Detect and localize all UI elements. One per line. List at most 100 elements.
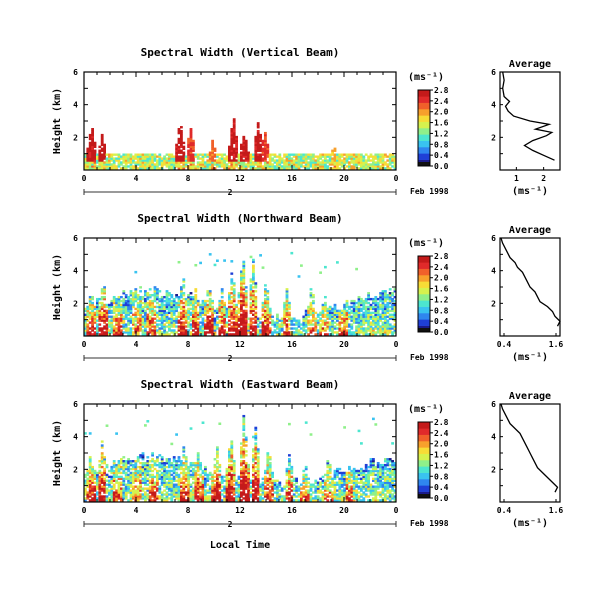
heatmap-cell	[244, 481, 248, 484]
heatmap-cell	[182, 487, 186, 490]
heatmap-cell	[300, 499, 303, 502]
heatmap-cell	[120, 475, 123, 479]
heatmap-cell	[156, 497, 159, 500]
heatmap-cell	[314, 323, 318, 326]
heatmap-cell	[84, 329, 87, 332]
heatmap-cell	[208, 331, 212, 334]
heatmap-cell	[280, 321, 284, 324]
heatmap-cell	[391, 309, 394, 313]
x-tick-label: 0	[82, 174, 87, 183]
heatmap-cell	[120, 458, 123, 461]
heatmap-cell	[357, 331, 361, 334]
heatmap-cell	[360, 303, 363, 307]
heatmap-cell	[151, 473, 154, 477]
heatmap-cell	[172, 301, 176, 305]
heatmap-cell	[204, 299, 207, 303]
heatmap-cell	[192, 297, 195, 301]
heatmap-cell	[151, 165, 154, 168]
heatmap-cell	[247, 329, 250, 332]
heatmap-cell	[247, 155, 250, 158]
heatmap-cell	[300, 155, 303, 158]
heatmap-cell	[360, 159, 363, 162]
heatmap-cell	[117, 321, 121, 324]
heatmap-cell	[360, 317, 363, 320]
heatmap-cell	[86, 497, 90, 500]
heatmap-cell	[391, 165, 394, 168]
heatmap-cell	[88, 161, 92, 164]
heatmap-cell	[223, 329, 226, 332]
heatmap-cell	[180, 143, 183, 147]
heatmap-cell	[388, 155, 392, 158]
heatmap-cell	[177, 315, 181, 318]
heatmap-cell	[91, 467, 94, 471]
heatmap-cell	[314, 167, 318, 170]
heatmap-cell	[168, 163, 171, 166]
heatmap-cell	[136, 295, 140, 299]
heatmap-cell	[192, 489, 195, 492]
heatmap-cell	[266, 305, 270, 309]
heatmap-cell	[105, 499, 109, 502]
heatmap-cell	[177, 477, 181, 481]
heatmap-cell	[91, 479, 94, 482]
heatmap-cell	[139, 487, 142, 490]
heatmap-cell	[194, 479, 198, 482]
heatmap-cell	[110, 471, 114, 475]
heatmap-cell	[163, 323, 166, 326]
heatmap-cell	[355, 165, 358, 168]
heatmap-cell	[244, 450, 248, 453]
heatmap-cell	[165, 321, 169, 324]
heatmap-cell	[192, 461, 195, 465]
heatmap-cell	[350, 157, 354, 160]
heatmap-cell	[112, 499, 116, 502]
heatmap-cell	[160, 307, 164, 311]
heatmap-cell	[302, 495, 306, 498]
heatmap-cell	[192, 493, 195, 496]
heatmap-cell	[324, 327, 327, 330]
heatmap-cell	[357, 315, 361, 318]
heatmap-cell	[381, 294, 385, 297]
heatmap-cell	[180, 461, 183, 465]
heatmap-cell	[122, 460, 126, 463]
heatmap-cell	[175, 325, 178, 328]
heatmap-cell	[91, 475, 94, 479]
heatmap-cell	[184, 157, 188, 160]
heatmap-cell	[230, 333, 234, 336]
heatmap-cell	[266, 465, 270, 469]
heatmap-cell	[144, 487, 147, 490]
heatmap-cell	[192, 147, 195, 150]
heatmap-cell	[297, 159, 301, 162]
heatmap-cell	[132, 323, 135, 326]
heatmap-cell	[153, 327, 157, 330]
heatmap-cell	[196, 467, 200, 471]
heatmap-cell	[144, 327, 147, 330]
heatmap-cell	[292, 323, 296, 326]
heatmap-cell	[261, 483, 265, 486]
heatmap-cell	[228, 295, 231, 299]
heatmap-cell	[240, 295, 243, 299]
heatmap-cell	[247, 473, 250, 477]
heatmap-cell	[213, 471, 217, 475]
heatmap-cell	[199, 481, 202, 484]
heatmap-cell	[175, 309, 178, 313]
heatmap-cell	[266, 153, 270, 156]
heatmap-cell	[151, 495, 154, 498]
heatmap-cell	[117, 461, 121, 465]
heatmap-cell	[103, 499, 106, 502]
heatmap-cell	[172, 467, 176, 471]
avg-y-tick-label: 2	[491, 299, 496, 308]
heatmap-cell	[288, 493, 291, 496]
heatmap-cell	[256, 456, 260, 459]
heatmap-cell	[160, 467, 164, 471]
heatmap-cell	[302, 157, 306, 160]
heatmap-cell	[242, 414, 246, 418]
heatmap-cell	[165, 469, 169, 473]
heatmap-cell	[194, 481, 198, 484]
heatmap-cell	[91, 141, 94, 145]
heatmap-cell	[376, 297, 380, 301]
heatmap-cell	[86, 327, 90, 330]
heatmap-cell	[177, 485, 181, 488]
heatmap-cell	[384, 331, 387, 334]
heatmap-cell	[252, 458, 255, 461]
heatmap-cell	[367, 294, 370, 297]
heatmap-cell	[144, 297, 147, 301]
